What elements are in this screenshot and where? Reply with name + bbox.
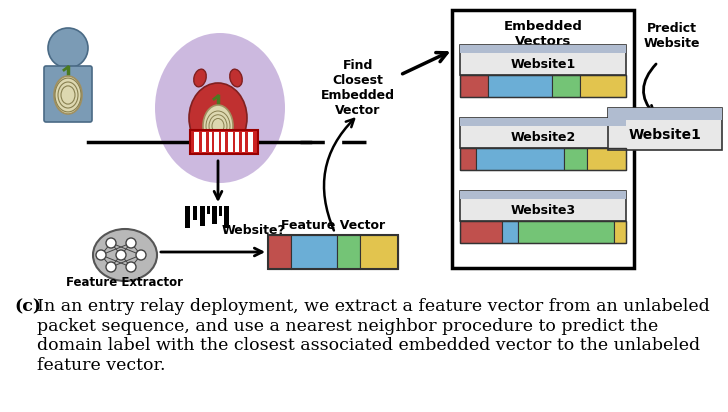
Bar xyxy=(460,148,626,170)
Text: Website?: Website? xyxy=(222,223,286,236)
Bar xyxy=(460,221,626,243)
Text: (c): (c) xyxy=(14,298,41,315)
Bar xyxy=(608,108,722,150)
Text: Feature Extractor: Feature Extractor xyxy=(66,276,183,290)
Bar xyxy=(614,221,626,243)
Circle shape xyxy=(116,250,126,260)
FancyBboxPatch shape xyxy=(44,66,92,122)
Bar xyxy=(219,206,222,216)
Bar xyxy=(207,206,210,214)
Text: Website1: Website1 xyxy=(510,58,576,71)
Text: Embedded
Vectors: Embedded Vectors xyxy=(504,20,582,48)
Circle shape xyxy=(106,238,116,248)
Bar xyxy=(460,191,626,199)
Bar xyxy=(194,132,199,152)
Bar xyxy=(221,132,225,152)
Bar xyxy=(193,206,197,220)
Bar xyxy=(360,235,398,269)
Bar xyxy=(235,132,239,152)
Bar xyxy=(212,206,217,224)
Bar xyxy=(460,191,626,221)
Bar xyxy=(268,235,291,269)
Circle shape xyxy=(106,262,116,272)
Ellipse shape xyxy=(189,83,247,153)
Bar xyxy=(460,148,475,170)
Bar xyxy=(214,132,219,152)
Text: Feature Vector: Feature Vector xyxy=(281,218,385,232)
Circle shape xyxy=(48,28,88,68)
Circle shape xyxy=(96,250,106,260)
Bar xyxy=(248,132,253,152)
Bar xyxy=(563,148,587,170)
Bar xyxy=(460,75,488,97)
Ellipse shape xyxy=(93,229,157,281)
Bar xyxy=(460,45,626,75)
Bar xyxy=(242,132,245,152)
Bar xyxy=(185,206,190,228)
Bar xyxy=(488,75,553,97)
Bar xyxy=(608,108,722,120)
Bar xyxy=(190,130,258,154)
Bar xyxy=(460,118,626,148)
Bar xyxy=(337,235,360,269)
Bar xyxy=(209,132,212,152)
Bar xyxy=(580,75,626,97)
Bar xyxy=(502,221,518,243)
Text: Website1: Website1 xyxy=(628,128,702,142)
Bar xyxy=(460,45,626,54)
Bar xyxy=(452,10,634,268)
Bar xyxy=(268,235,398,269)
Text: Website3: Website3 xyxy=(510,204,576,217)
Bar xyxy=(475,148,563,170)
Bar xyxy=(291,235,337,269)
Circle shape xyxy=(136,250,146,260)
Text: Website2: Website2 xyxy=(510,131,576,144)
Bar xyxy=(518,221,614,243)
Bar xyxy=(460,221,502,243)
Text: Predict
Website: Predict Website xyxy=(644,22,700,50)
Bar xyxy=(202,132,206,152)
Ellipse shape xyxy=(203,105,233,147)
Text: Find
Closest
Embedded
Vector: Find Closest Embedded Vector xyxy=(321,59,395,117)
Ellipse shape xyxy=(230,69,242,87)
Bar xyxy=(200,206,205,226)
Bar xyxy=(587,148,626,170)
Bar xyxy=(553,75,580,97)
Ellipse shape xyxy=(194,69,206,87)
Bar xyxy=(460,75,626,97)
Text: In an entry relay deployment, we extract a feature vector from an unlabeled pack: In an entry relay deployment, we extract… xyxy=(37,298,710,374)
Bar xyxy=(228,132,233,152)
Bar xyxy=(224,206,229,228)
Ellipse shape xyxy=(155,33,285,183)
Circle shape xyxy=(126,262,136,272)
Bar xyxy=(460,118,626,126)
Ellipse shape xyxy=(54,76,82,114)
Circle shape xyxy=(126,238,136,248)
